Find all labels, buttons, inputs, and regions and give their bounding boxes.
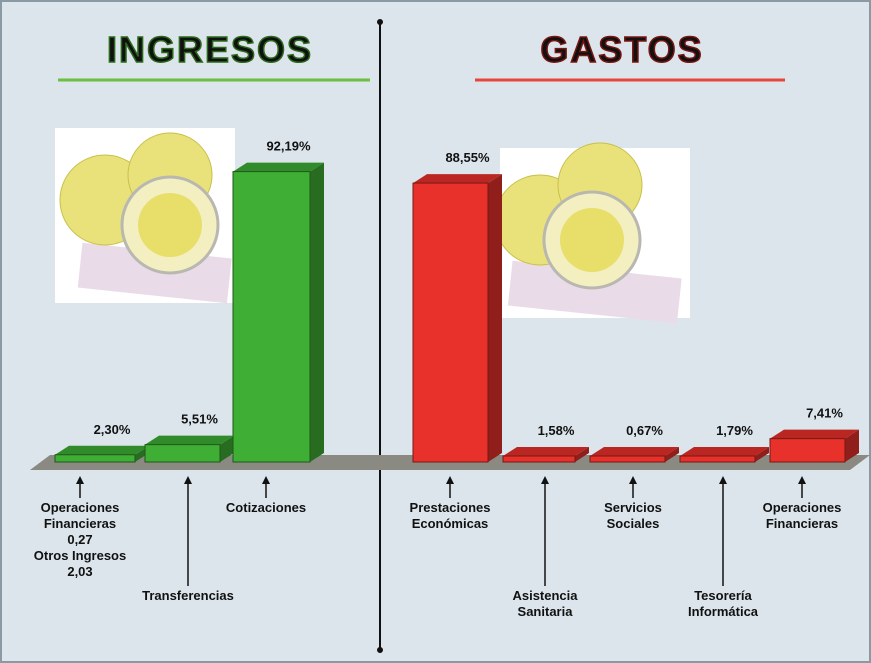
divider-dot bbox=[377, 647, 383, 653]
bar bbox=[233, 172, 310, 462]
category-label-line: Financieras bbox=[766, 516, 838, 531]
value-label: 1,79% bbox=[716, 423, 753, 438]
category-label-line: Operaciones bbox=[763, 500, 842, 515]
bar-top bbox=[233, 163, 324, 172]
bar bbox=[55, 455, 135, 462]
category-label-line: Informática bbox=[688, 604, 759, 619]
value-label: 1,58% bbox=[538, 423, 575, 438]
divider-dot bbox=[377, 19, 383, 25]
category-label-line: Sanitaria bbox=[518, 604, 574, 619]
bar bbox=[503, 456, 575, 462]
category-label-line: Sociales bbox=[607, 516, 660, 531]
chart-title: GASTOS bbox=[540, 29, 703, 70]
bar bbox=[770, 439, 845, 462]
value-label: 92,19% bbox=[266, 139, 311, 154]
category-label-line: Tesorería bbox=[694, 588, 752, 603]
value-label: 5,51% bbox=[181, 412, 218, 427]
category-label-line: Transferencias bbox=[142, 588, 234, 603]
value-label: 7,41% bbox=[806, 406, 843, 421]
bar-top bbox=[503, 447, 589, 456]
category-label-line: Cotizaciones bbox=[226, 500, 306, 515]
bar-top bbox=[680, 447, 769, 456]
value-label: 2,30% bbox=[94, 422, 131, 437]
bar-side bbox=[488, 174, 502, 462]
bar bbox=[680, 456, 755, 462]
bar-side bbox=[310, 163, 324, 462]
bar bbox=[413, 183, 488, 462]
value-label: 0,67% bbox=[626, 423, 663, 438]
bar-top bbox=[145, 436, 234, 445]
chart: INGRESOS GASTOS 2,30%OperacionesFinancie… bbox=[0, 0, 871, 663]
value-label: 88,55% bbox=[445, 150, 490, 165]
category-label: Transferencias bbox=[142, 588, 234, 603]
category-label-line: Económicas bbox=[412, 516, 489, 531]
bar-top bbox=[413, 174, 502, 183]
bar-top bbox=[55, 446, 149, 455]
category-label-line: 0,27 bbox=[67, 532, 92, 547]
category-label-line: Prestaciones bbox=[410, 500, 491, 515]
category-label-line: Asistencia bbox=[512, 588, 578, 603]
bar bbox=[145, 445, 220, 462]
coins-image bbox=[55, 128, 235, 303]
category-label-line: Financieras bbox=[44, 516, 116, 531]
category-label-line: Servicios bbox=[604, 500, 662, 515]
coins-image bbox=[495, 143, 690, 323]
bar bbox=[590, 456, 665, 462]
bar-top bbox=[770, 430, 859, 439]
category-label-line: 2,03 bbox=[67, 564, 92, 579]
chart-title: INGRESOS bbox=[107, 29, 313, 70]
category-label: Cotizaciones bbox=[226, 500, 306, 515]
category-label-line: Operaciones bbox=[41, 500, 120, 515]
category-label-line: Otros Ingresos bbox=[34, 548, 126, 563]
bar-top bbox=[590, 447, 679, 456]
